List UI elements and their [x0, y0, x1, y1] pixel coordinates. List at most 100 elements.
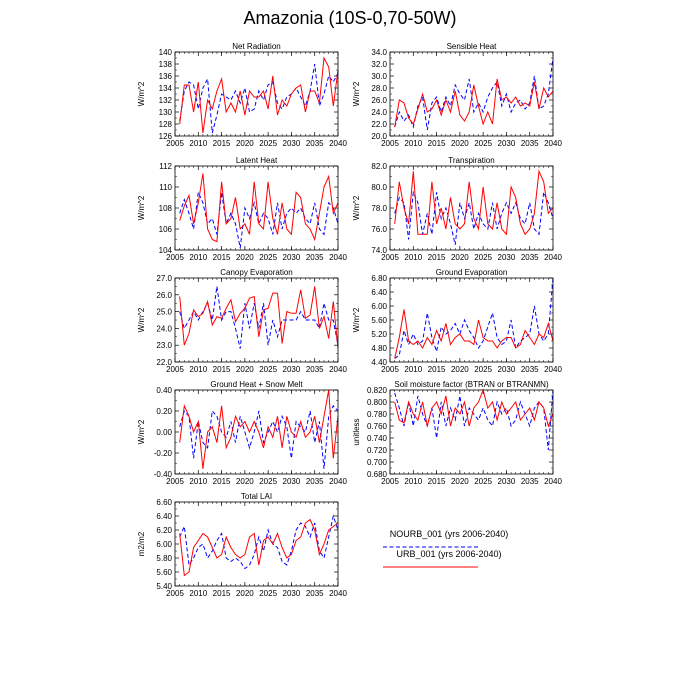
data-point: [506, 408, 507, 409]
data-point: [221, 94, 222, 95]
plot-frame: [174, 51, 339, 137]
data-point: [520, 106, 521, 107]
data-point: [282, 202, 283, 203]
data-point: [464, 402, 465, 403]
plot-frame: [174, 277, 339, 363]
data-point: [455, 85, 456, 86]
y-tick-label: 0.760: [367, 422, 388, 431]
data-point: [534, 76, 535, 77]
data-point: [277, 547, 278, 548]
data-point: [212, 411, 213, 412]
data-point: [548, 97, 549, 98]
data-point: [296, 540, 297, 541]
data-point: [179, 426, 180, 427]
data-point: [436, 223, 437, 224]
y-tick-label: -0.40: [154, 470, 173, 479]
data-point: [394, 223, 395, 224]
data-point: [286, 416, 287, 417]
data-point: [300, 97, 301, 98]
data-point: [310, 519, 311, 520]
data-point: [548, 94, 549, 95]
x-tick-label: 2040: [544, 477, 562, 486]
data-point: [427, 234, 428, 235]
data-point: [179, 220, 180, 221]
chart-panel: Transpiration W/m^2 2005 2010 2015 2020 2025 20…: [352, 156, 562, 262]
data-point: [427, 213, 428, 214]
data-point: [483, 112, 484, 113]
y-tick-label: 6.80: [371, 274, 387, 283]
data-point: [244, 303, 245, 304]
x-tick-label: 2005: [381, 253, 399, 262]
data-point: [258, 336, 259, 337]
x-tick-label: 2010: [404, 139, 422, 148]
y-axis-label: W/m^2: [352, 307, 361, 332]
y-tick-label: 5.60: [371, 316, 387, 325]
data-point: [193, 432, 194, 433]
data-point: [193, 309, 194, 310]
data-point: [441, 414, 442, 415]
data-point: [399, 112, 400, 113]
data-point: [310, 432, 311, 433]
data-point: [399, 197, 400, 198]
data-point: [534, 306, 535, 307]
data-point: [408, 402, 409, 403]
data-point: [445, 229, 446, 230]
data-point: [543, 337, 544, 338]
data-point: [244, 208, 245, 209]
x-tick-label: 2030: [283, 477, 301, 486]
x-tick-label: 2015: [428, 477, 446, 486]
data-point: [202, 544, 203, 545]
data-point: [539, 171, 540, 172]
data-point: [272, 293, 273, 294]
data-point: [501, 414, 502, 415]
data-point: [520, 420, 521, 421]
data-point: [221, 318, 222, 319]
data-point: [268, 109, 269, 110]
y-tick-label: 30.0: [371, 72, 387, 81]
data-point: [263, 100, 264, 101]
data-point: [272, 320, 273, 321]
x-tick-label: 2025: [474, 477, 492, 486]
data-point: [422, 402, 423, 403]
data-point: [310, 537, 311, 538]
data-point: [310, 315, 311, 316]
y-tick-label: 128: [159, 120, 173, 129]
data-point: [404, 103, 405, 104]
data-point: [319, 213, 320, 214]
data-point: [198, 202, 199, 203]
data-point: [226, 97, 227, 98]
data-point: [230, 103, 231, 104]
data-point: [333, 405, 334, 406]
x-tick-label: 2035: [306, 139, 324, 148]
y-tick-label: 27.0: [156, 274, 172, 283]
data-point: [501, 229, 502, 230]
data-point: [445, 97, 446, 98]
data-point: [459, 229, 460, 230]
y-tick-label: 5.20: [371, 330, 387, 339]
data-point: [263, 91, 264, 92]
data-point: [483, 341, 484, 342]
data-point: [249, 218, 250, 219]
data-point: [431, 109, 432, 110]
data-point: [506, 234, 507, 235]
x-tick-label: 2030: [498, 139, 516, 148]
data-point: [305, 218, 306, 219]
data-point: [212, 133, 213, 134]
x-tick-label: 2020: [236, 365, 254, 374]
data-point: [277, 202, 278, 203]
x-tick-label: 2005: [166, 365, 184, 374]
legend-label: URB_001 (yrs 2006-2040): [396, 549, 501, 559]
data-point: [230, 437, 231, 438]
data-point: [506, 414, 507, 415]
data-point: [324, 558, 325, 559]
data-point: [300, 523, 301, 524]
data-point: [487, 408, 488, 409]
data-point: [263, 213, 264, 214]
data-point: [464, 223, 465, 224]
x-tick-label: 2030: [498, 477, 516, 486]
y-tick-label: 0.40: [156, 386, 172, 395]
data-point: [450, 408, 451, 409]
data-point: [202, 468, 203, 469]
data-point: [529, 334, 530, 335]
data-point: [413, 192, 414, 193]
